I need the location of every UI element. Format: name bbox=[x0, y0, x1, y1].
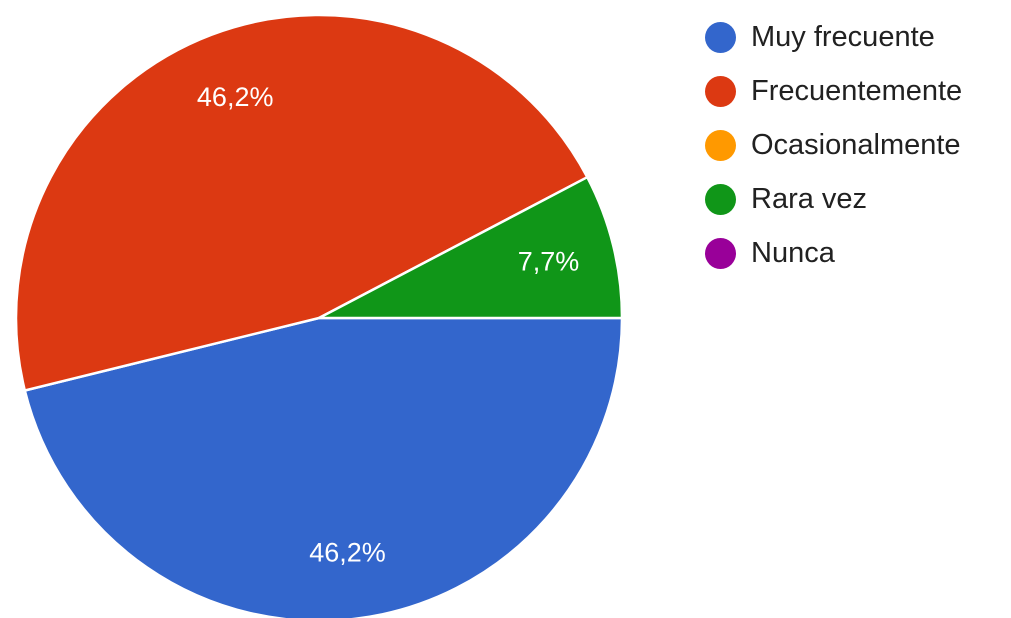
legend-item-rara-vez[interactable]: Rara vez bbox=[705, 172, 962, 226]
legend-swatch-ocasionalmente bbox=[705, 129, 736, 161]
legend-label: Nunca bbox=[751, 236, 835, 269]
legend-label: Rara vez bbox=[751, 182, 868, 215]
slice-label-rara-vez: 7,7% bbox=[518, 246, 580, 276]
pie-plot: 46,2% 46,2% 7,7% bbox=[14, 13, 624, 618]
pie-slices bbox=[14, 13, 624, 618]
pie-slice-labels: 46,2% 46,2% 7,7% bbox=[197, 82, 579, 568]
slice-label-muy-frecuente: 46,2% bbox=[309, 538, 386, 568]
legend-swatch-frecuentemente bbox=[705, 75, 736, 107]
legend: Muy frecuente Frecuentemente Ocasionalment… bbox=[705, 10, 962, 280]
slice-label-frecuentemente: 46,2% bbox=[197, 82, 274, 112]
pie-slice-muy-frecuente[interactable] bbox=[23, 316, 624, 618]
legend-item-nunca[interactable]: Nunca bbox=[705, 226, 962, 280]
legend-swatch-muy-frecuente bbox=[705, 21, 736, 53]
legend-label: Muy frecuente bbox=[751, 20, 935, 53]
legend-label: Ocasionalmente bbox=[751, 128, 961, 161]
pie-slice-rara-vez[interactable] bbox=[317, 175, 624, 320]
legend-item-ocasionalmente[interactable]: Ocasionalmente bbox=[705, 118, 962, 172]
legend-swatch-rara-vez bbox=[705, 183, 736, 215]
legend-swatch-nunca bbox=[705, 237, 736, 269]
legend-item-muy-frecuente[interactable]: Muy frecuente bbox=[705, 10, 962, 64]
pie-slice-frecuentemente[interactable] bbox=[14, 13, 589, 392]
legend-label: Frecuentemente bbox=[751, 74, 963, 107]
legend-item-frecuentemente[interactable]: Frecuentemente bbox=[705, 64, 962, 118]
